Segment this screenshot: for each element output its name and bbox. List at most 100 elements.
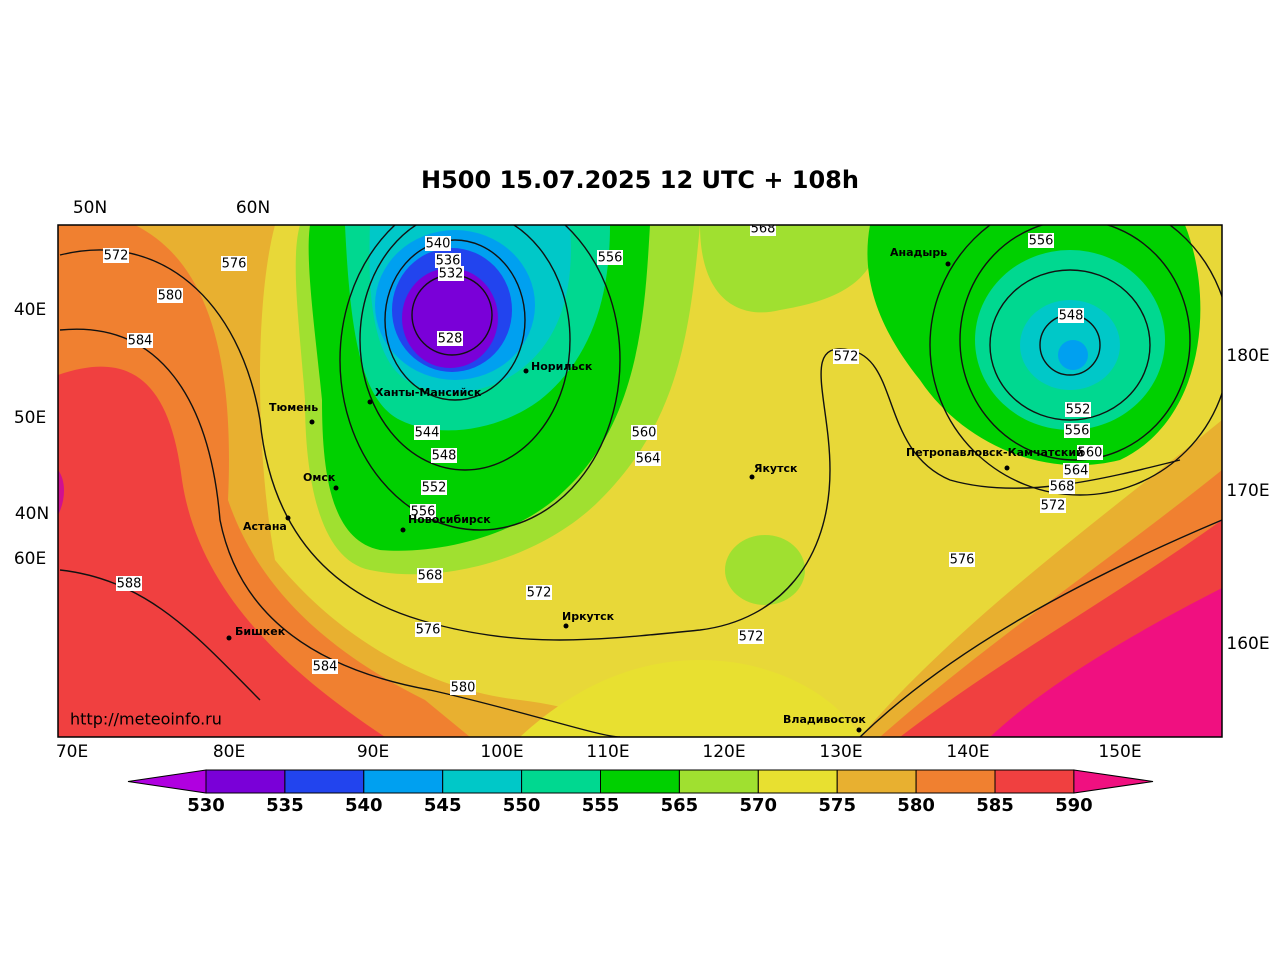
grid-label: 180E bbox=[1226, 346, 1269, 366]
contour-label-bg bbox=[157, 288, 183, 303]
contour-label: 564 bbox=[1064, 464, 1089, 479]
contour-label-bg bbox=[1065, 402, 1091, 417]
contour-label-bg bbox=[221, 256, 247, 271]
contour-label: 584 bbox=[313, 660, 338, 675]
city-dot bbox=[226, 635, 232, 641]
contour-label: 588 bbox=[117, 577, 142, 592]
city-name: Иркутск bbox=[562, 610, 615, 623]
contour-label-bg bbox=[1028, 233, 1054, 248]
contour-label-bg bbox=[312, 659, 338, 674]
contour-label: 572 bbox=[527, 586, 552, 601]
title: H500 15.07.2025 12 UTC + 108h bbox=[421, 166, 859, 194]
contour-label: 556 bbox=[1065, 424, 1090, 439]
city-name: Владивосток bbox=[783, 713, 866, 726]
lon-label: 140E bbox=[946, 742, 989, 762]
contour-label: 580 bbox=[451, 681, 476, 696]
city-name: Анадырь bbox=[890, 246, 947, 259]
contour-label-bg bbox=[750, 225, 776, 236]
grid-label: 50E bbox=[14, 408, 46, 428]
colorbar-label: 585 bbox=[976, 795, 1014, 816]
colorbar-box bbox=[994, 769, 1075, 794]
contour-label-bg bbox=[1077, 445, 1103, 460]
lat-label: 50N bbox=[73, 198, 107, 218]
contour-label-bg bbox=[127, 333, 153, 348]
colorbar-arrow bbox=[1073, 769, 1154, 794]
contour-label: 568 bbox=[1050, 480, 1075, 495]
contour-label: 572 bbox=[104, 249, 129, 264]
city-name: Астана bbox=[243, 520, 287, 533]
contour-label-bg bbox=[421, 480, 447, 495]
lon-label: 80E bbox=[213, 742, 245, 762]
colorbar-box bbox=[521, 769, 601, 794]
contour-label-bg bbox=[116, 576, 142, 591]
grid-label: 40N bbox=[15, 504, 49, 524]
city-dot bbox=[400, 527, 406, 533]
contour-label: 544 bbox=[415, 426, 440, 441]
city-name: Тюмень bbox=[269, 401, 318, 414]
contour-label-bg bbox=[438, 266, 464, 281]
contour-label-bg bbox=[414, 425, 440, 440]
colorbar-label: 580 bbox=[897, 795, 935, 816]
contour-label-bg bbox=[738, 629, 764, 644]
city-name: Ханты-Мансийск bbox=[375, 386, 482, 399]
city-name: Бишкек bbox=[235, 625, 286, 638]
city-dot bbox=[333, 485, 339, 491]
colorbar-box bbox=[600, 769, 680, 794]
colorbar-box bbox=[363, 769, 444, 794]
source-url: http://meteoinfo.ru bbox=[70, 710, 222, 729]
colorbar-box bbox=[836, 769, 917, 794]
city-name: Норильск bbox=[531, 360, 593, 373]
contour-label-bg bbox=[1064, 423, 1090, 438]
lon-label: 110E bbox=[586, 742, 629, 762]
lon-label: 130E bbox=[819, 742, 862, 762]
contour-label: 564 bbox=[636, 452, 661, 467]
city-dot bbox=[523, 368, 529, 374]
contour-label: 572 bbox=[834, 350, 859, 365]
city-dot bbox=[285, 515, 291, 521]
contour-label-bg bbox=[1058, 308, 1084, 323]
contour-label: 556 bbox=[1029, 234, 1054, 249]
grid-label: 40E bbox=[14, 300, 46, 320]
city-dot bbox=[309, 419, 315, 425]
contour-label: 568 bbox=[418, 569, 443, 584]
city-name: Петропавловск-Камчатский bbox=[906, 446, 1084, 459]
contour-label-bg bbox=[417, 568, 443, 583]
contour-label-bg bbox=[1040, 498, 1066, 513]
contour-label-bg bbox=[631, 425, 657, 440]
colorbar-label: 555 bbox=[582, 795, 620, 816]
contour-label-bg bbox=[526, 585, 552, 600]
contour-label-bg bbox=[410, 504, 436, 519]
contour-label: 572 bbox=[739, 630, 764, 645]
colorbar-label: 550 bbox=[503, 795, 541, 816]
contour-label: 548 bbox=[432, 449, 457, 464]
contour-label: 576 bbox=[950, 553, 975, 568]
contour-label-bg bbox=[103, 248, 129, 263]
colorbar-label: 590 bbox=[1055, 795, 1093, 816]
contour-label: 560 bbox=[632, 426, 657, 441]
city-dot bbox=[367, 399, 373, 405]
contour-label: 584 bbox=[128, 334, 153, 349]
city-name: Якутск bbox=[754, 462, 798, 475]
contour-label: 536 bbox=[436, 254, 461, 269]
contour-label: 556 bbox=[598, 251, 623, 266]
city-name: Новосибирск bbox=[408, 513, 491, 526]
contour-label-bg bbox=[431, 448, 457, 463]
colorbar-arrow bbox=[127, 769, 207, 794]
city-dot bbox=[856, 727, 862, 733]
city-name: Омск bbox=[303, 471, 336, 484]
colorbar-box bbox=[678, 769, 759, 794]
colorbar-box bbox=[757, 769, 838, 794]
contour-label-bg bbox=[425, 236, 451, 251]
contour-label-bg bbox=[435, 253, 461, 268]
contour-label: 548 bbox=[1059, 309, 1084, 324]
colorbar-box bbox=[915, 769, 996, 794]
grid-label: 160E bbox=[1226, 634, 1269, 654]
city-dot bbox=[563, 623, 569, 629]
contour-label: 540 bbox=[426, 237, 451, 252]
lon-label: 70E bbox=[56, 742, 88, 762]
contour-label: 576 bbox=[222, 257, 247, 272]
contour-label: 528 bbox=[438, 332, 463, 347]
colorbar-label: 565 bbox=[661, 795, 699, 816]
contour-label-bg bbox=[1049, 479, 1075, 494]
contour-label-bg bbox=[635, 451, 661, 466]
